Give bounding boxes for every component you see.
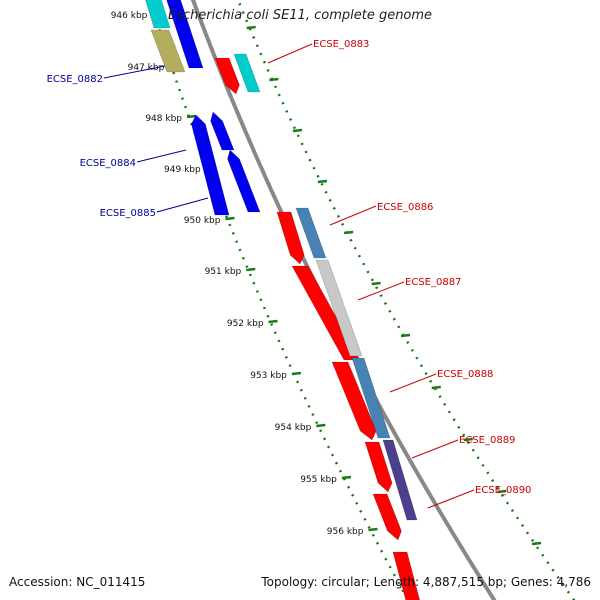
gene-label: ECSE_0882 [47, 74, 103, 85]
gene-label: ECSE_0884 [80, 158, 136, 169]
cds-block-ecse-0885 [191, 114, 230, 216]
genome-summary-text: Topology: circular; Length: 4,887,515 bp… [261, 575, 591, 589]
outer-ruler-tick [246, 25, 256, 30]
ruler-tick [368, 527, 378, 532]
cds-block-ecse-0888 [331, 361, 377, 441]
gene-label-leader [357, 281, 405, 301]
cds-block-red-lower [372, 493, 402, 541]
outer-ruler-tick [317, 179, 328, 184]
cds-block-ecse-0889 [364, 441, 393, 493]
outer-ruler-tick [431, 385, 441, 390]
outer-ruler-tick [400, 333, 411, 338]
cds-block-ecse-0884b [227, 149, 261, 213]
ruler-tick-label: 951 kbp [205, 267, 242, 277]
outer-ruler-tick [531, 541, 542, 546]
ruler-tick [246, 267, 256, 272]
gene-label-leader [136, 149, 187, 163]
gene-label: ECSE_0890 [475, 485, 531, 496]
outer-ruler-tick [343, 230, 354, 235]
cds-block-reverse-top [166, 0, 204, 69]
cds-block-cyan-top [145, 0, 171, 29]
gene-label: ECSE_0886 [377, 202, 433, 213]
outer-ruler-tick [269, 77, 279, 82]
ruler-tick [186, 114, 197, 119]
ruler-tick-label: 947 kbp [128, 63, 165, 73]
cds-block-red-bottom [392, 551, 420, 600]
ruler-tick [268, 319, 278, 324]
ruler-tick-label: 952 kbp [227, 319, 264, 329]
ruler-tick-label: 948 kbp [145, 114, 182, 124]
gene-label-leader [103, 65, 166, 79]
cds-block-cyan-small [233, 53, 261, 93]
cds-block-ecse-0884a [210, 111, 235, 151]
inner-ruler-track [148, 0, 410, 600]
cds-block-steelblue-1 [295, 207, 327, 259]
cds-block-steelblue-2 [351, 357, 391, 439]
outer-ruler-tick [497, 489, 507, 494]
outer-ruler-track [236, 0, 576, 600]
gene-label: ECSE_0885 [100, 208, 156, 219]
outer-ruler-tick [463, 437, 473, 442]
ruler-tick-label: 950 kbp [184, 216, 221, 226]
gene-label: ECSE_0888 [437, 369, 493, 380]
gene-label-leader [267, 43, 313, 64]
ruler-tick-label: 956 kbp [327, 527, 364, 537]
cds-block-ecse-0890 [382, 439, 418, 521]
outer-ruler-tick [292, 128, 303, 133]
gene-label: ECSE_0883 [313, 39, 369, 50]
cds-block-ecse-0886 [276, 211, 305, 265]
ruler-tick-label: 955 kbp [300, 475, 337, 485]
map-title: Escherichia coli SE11, complete genome [167, 8, 433, 23]
ruler-tick [316, 423, 326, 428]
ruler-tick [225, 216, 235, 221]
cds-block-ecse-0883 [214, 57, 240, 95]
ruler-tick-label: 946 kbp [111, 11, 148, 21]
gene-label-leader [329, 205, 377, 226]
cds-block-ecse-0882 [150, 29, 186, 73]
ruler-tick [341, 475, 352, 480]
ruler-tick-label: 953 kbp [250, 371, 287, 381]
ruler-tick-label: 954 kbp [275, 423, 312, 433]
gene-label-leader [411, 439, 459, 459]
gene-label-leader [427, 489, 475, 509]
gene-label-leader [156, 197, 209, 213]
outer-ruler-tick [371, 281, 381, 286]
gene-label-leader [389, 373, 437, 393]
gene-label: ECSE_0887 [405, 277, 461, 288]
gene-label: ECSE_0889 [459, 435, 515, 446]
ruler-tick [291, 371, 302, 376]
accession-text: Accession: NC_011415 [9, 575, 146, 589]
cds-block-grey [315, 259, 363, 357]
ruler-tick-label: 949 kbp [164, 165, 201, 175]
